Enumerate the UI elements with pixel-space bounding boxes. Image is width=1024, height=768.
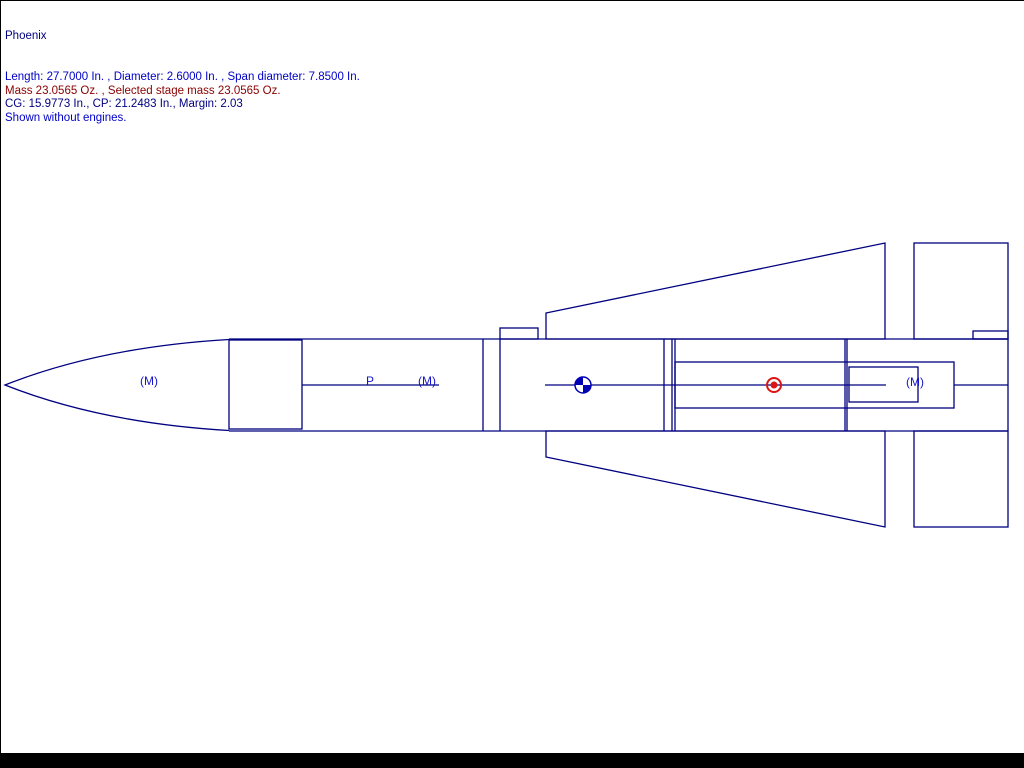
cg-cp-line: CG: 15.9773 In., CP: 21.2483 In., Margin… — [5, 98, 243, 111]
upper-wing-fin — [545, 242, 886, 340]
upper-tail-fin — [913, 242, 1009, 340]
cg-marker-quadrant-tl — [575, 377, 583, 385]
aft-launch-lug — [972, 330, 1009, 340]
motor-tube — [674, 361, 955, 409]
rocket-summary-header: Phoenix Length: 27.7000 In. , Diameter: … — [5, 3, 360, 153]
mass-line: Mass 23.0565 Oz. , Selected stage mass 2… — [5, 84, 281, 97]
cp-marker-dot — [770, 381, 778, 389]
aft-mass-label: (M) — [906, 375, 924, 389]
engine-block — [848, 366, 919, 403]
tube-mass-label: (M) — [418, 374, 436, 388]
nose-shoulder-rect — [228, 339, 303, 430]
cp-marker — [766, 377, 782, 393]
engines-note-line: Shown without engines. — [5, 111, 127, 124]
bottom-bar — [1, 753, 1024, 768]
nose-cone-outline — [3, 338, 230, 432]
lower-tail-fin — [913, 430, 1009, 528]
rocket-name: Phoenix — [5, 30, 47, 43]
lower-wing-fin — [545, 430, 886, 528]
rocket-stats-lines: Length: 27.7000 In. , Diameter: 2.6000 I… — [5, 71, 360, 125]
dimensions-line: Length: 27.7000 In. , Diameter: 2.6000 I… — [5, 70, 360, 83]
cg-marker-quadrant-br — [583, 385, 591, 393]
nose-mass-label: (M) — [140, 374, 158, 388]
forward-launch-lug — [499, 327, 539, 340]
parachute-label: P — [366, 374, 374, 388]
